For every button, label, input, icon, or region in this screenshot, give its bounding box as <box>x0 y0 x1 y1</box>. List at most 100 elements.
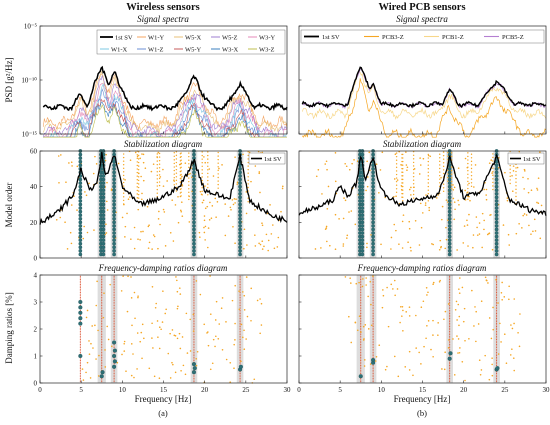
damp-a-ytick-label: 0 <box>34 380 38 388</box>
damp-a-fn-line-dot <box>239 317 241 320</box>
damp-a-stable-point <box>78 305 83 310</box>
damp-b-pole <box>447 303 450 305</box>
damp-a-fn-line-dot <box>193 360 195 362</box>
stab-a-stable-pole <box>101 231 106 235</box>
stab-b-pole-column <box>442 165 445 168</box>
stab-b-stable-pole <box>447 245 452 250</box>
damp-b-pole <box>454 308 457 311</box>
damp-a-pole <box>122 275 124 277</box>
stab-b-stable-pole <box>494 163 499 168</box>
damp-b-fn-line-dot <box>449 363 451 365</box>
stab-a-pole <box>82 237 85 240</box>
stab-b-stable-pole <box>360 152 365 157</box>
damp-b-fn-line-dot <box>360 290 362 292</box>
stab-b-stable-pole <box>494 202 499 207</box>
damp-a-fn-line-dot <box>239 301 241 303</box>
damp-b-pole <box>404 366 407 368</box>
stab-b-pole <box>511 174 513 177</box>
stab-b-stable-pole <box>447 184 452 189</box>
stab-a-pole <box>136 196 139 199</box>
damp-a-pole <box>136 368 138 370</box>
stab-b-pole-column <box>467 170 469 172</box>
damp-b-pole <box>452 338 454 340</box>
damp-a-fn-line-dot <box>113 363 115 365</box>
stab-a-pole-column <box>173 173 175 175</box>
x-label-b: Frequency [Hz] <box>394 394 451 404</box>
damp-a-fn-line-dot <box>193 337 195 339</box>
stab-a-pole <box>159 176 162 178</box>
stab-a-pole-column <box>188 166 190 169</box>
stab-b-stable-pole <box>447 202 452 207</box>
damp-b-fn-line-dot <box>496 351 498 354</box>
stab-a-stable-pole <box>101 227 106 232</box>
damp-a-fn-line-dot <box>193 306 195 308</box>
damp-a-fn-line-dot <box>113 324 115 326</box>
stab-b-pole-column <box>427 193 429 195</box>
psd-b-legend-label: PCB3-Z <box>382 34 404 41</box>
stab-a-pole <box>70 161 73 164</box>
stab-a-pole <box>163 211 166 213</box>
damp-a-pole <box>86 309 89 312</box>
stab-b-stable-pole <box>494 231 499 235</box>
damp-b-fn-line-dot <box>372 293 374 295</box>
stab-b-stable-pole <box>447 252 452 257</box>
damp-a-pole <box>123 340 126 343</box>
stab-b-pole-column <box>509 182 511 185</box>
damp-a-pole <box>179 293 182 295</box>
stab-a-stable-pole <box>78 195 83 200</box>
damp-b-pole <box>500 341 502 343</box>
damp-b-fn-line-dot <box>360 317 362 320</box>
stab-a-pole-column <box>201 194 203 196</box>
stab-b-pole-column <box>492 167 494 169</box>
stab-b-pole <box>381 151 384 154</box>
stab-a-pole-column <box>158 181 161 183</box>
damp-a-pole <box>260 302 263 305</box>
damp-a-pole <box>175 276 177 278</box>
stab-b-pole-column <box>470 185 473 188</box>
stab-a-pole-column <box>137 165 140 167</box>
damp-b-fn-line-dot <box>372 374 374 376</box>
damp-b-pole <box>370 324 373 327</box>
stab-a-stable-pole <box>192 188 196 193</box>
stab-b-stable-pole <box>447 231 452 235</box>
damp-b-fn-line-dot <box>496 332 498 334</box>
stab-a-pole-column <box>175 158 178 160</box>
damp-a-pole <box>178 332 181 335</box>
stab-b-pole <box>326 207 329 210</box>
damp-a-fn-line-dot <box>101 306 103 308</box>
damp-b-pole <box>508 285 510 288</box>
stab-b-pole <box>384 196 387 199</box>
stab-a-stable-pole <box>112 209 116 214</box>
stab-b-stable-pole <box>447 216 452 221</box>
damp-a-fn-line-dot <box>239 306 241 308</box>
stab-a-pole-column <box>158 167 161 169</box>
damp-a-pole <box>174 334 177 337</box>
damp-a-fn-line-dot <box>239 371 241 373</box>
stab-a-pole <box>203 231 206 234</box>
stab-a-pole <box>216 201 219 203</box>
damp-b-fn-line-dot <box>496 371 498 373</box>
stab-a-pole-column <box>179 153 182 155</box>
stab-a-pole <box>152 234 155 236</box>
damp-a-fn-line-dot <box>193 355 195 357</box>
damp-b-pole <box>464 379 466 382</box>
stab-a-stable-pole <box>78 202 83 207</box>
damp-b-xtick-label: 10 <box>378 386 386 394</box>
damp-b-fn-line-dot <box>449 311 451 313</box>
damp-b-pole <box>505 362 508 365</box>
damp-a-pole <box>92 347 94 349</box>
damp-a-fn-line-dot <box>79 298 81 300</box>
damp-a-stable-point <box>78 321 83 326</box>
stab-b-stable-pole <box>494 234 499 239</box>
stab-a-pole <box>146 205 149 208</box>
damp-a-fn-line-dot <box>101 381 103 383</box>
damp-a-pole <box>158 377 161 379</box>
damp-b-fn-line-dot <box>449 347 451 349</box>
damp-a-pole <box>98 354 100 357</box>
stab-b-stable-pole <box>494 227 499 232</box>
damp-a-fn-line-dot <box>193 317 195 320</box>
stab-a-pole <box>189 172 191 175</box>
damp-a-pole <box>176 290 179 293</box>
damp-a-fn-line-dot <box>239 363 241 365</box>
stab-b-stable-pole <box>494 188 499 193</box>
